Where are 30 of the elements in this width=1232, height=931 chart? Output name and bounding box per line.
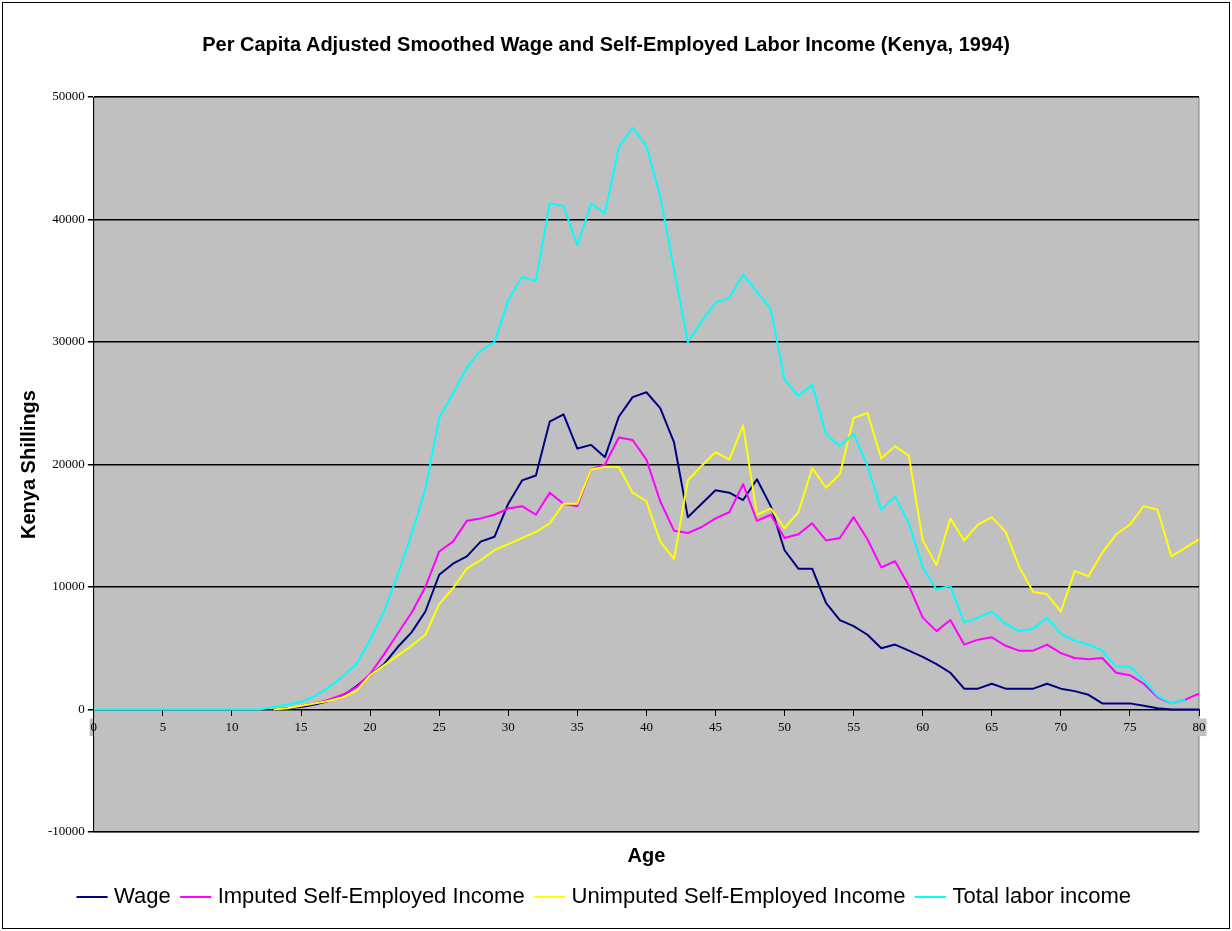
x-tick-label: 50 [778,718,792,734]
x-tick-label: 15 [294,718,308,734]
x-tick-label: 75 [1123,718,1137,734]
x-tick-label: 80 [1192,718,1206,734]
y-tick-label: 10000 [52,578,85,594]
x-tick-label: 25 [432,718,446,734]
y-tick-label: 0 [78,700,85,716]
x-axis-title: Age [627,843,666,866]
x-tick-label: 45 [708,718,722,734]
y-tick-label: 30000 [52,333,85,349]
chart-title: Per Capita Adjusted Smoothed Wage and Self-Employed Labor Income (Kenya, 1994) [202,32,1010,55]
x-tick-label: 65 [985,718,999,734]
x-tick-label: 70 [1054,718,1068,734]
x-tick-label: 60 [916,718,930,734]
x-tick-label: 35 [570,718,584,734]
legend-label: Imputed Self-Employed Income [217,883,525,909]
legend-label: Wage [114,883,171,909]
x-tick-label: 55 [847,718,861,734]
x-tick-label: 5 [159,718,167,734]
y-axis-title: Kenya Shillings [16,390,39,539]
y-tick-label: 40000 [52,210,85,226]
y-tick-label: 20000 [52,455,85,471]
x-tick-label: 10 [225,718,239,734]
y-tick-label: 50000 [52,88,85,104]
legend-label: Total labor income [952,883,1131,909]
y-tick-label: -10000 [47,823,85,839]
x-tick-label: 30 [501,718,515,734]
x-tick-label: 20 [363,718,377,734]
x-tick-label: 40 [639,718,653,734]
legend-label: Unimputed Self-Employed Income [571,883,906,909]
